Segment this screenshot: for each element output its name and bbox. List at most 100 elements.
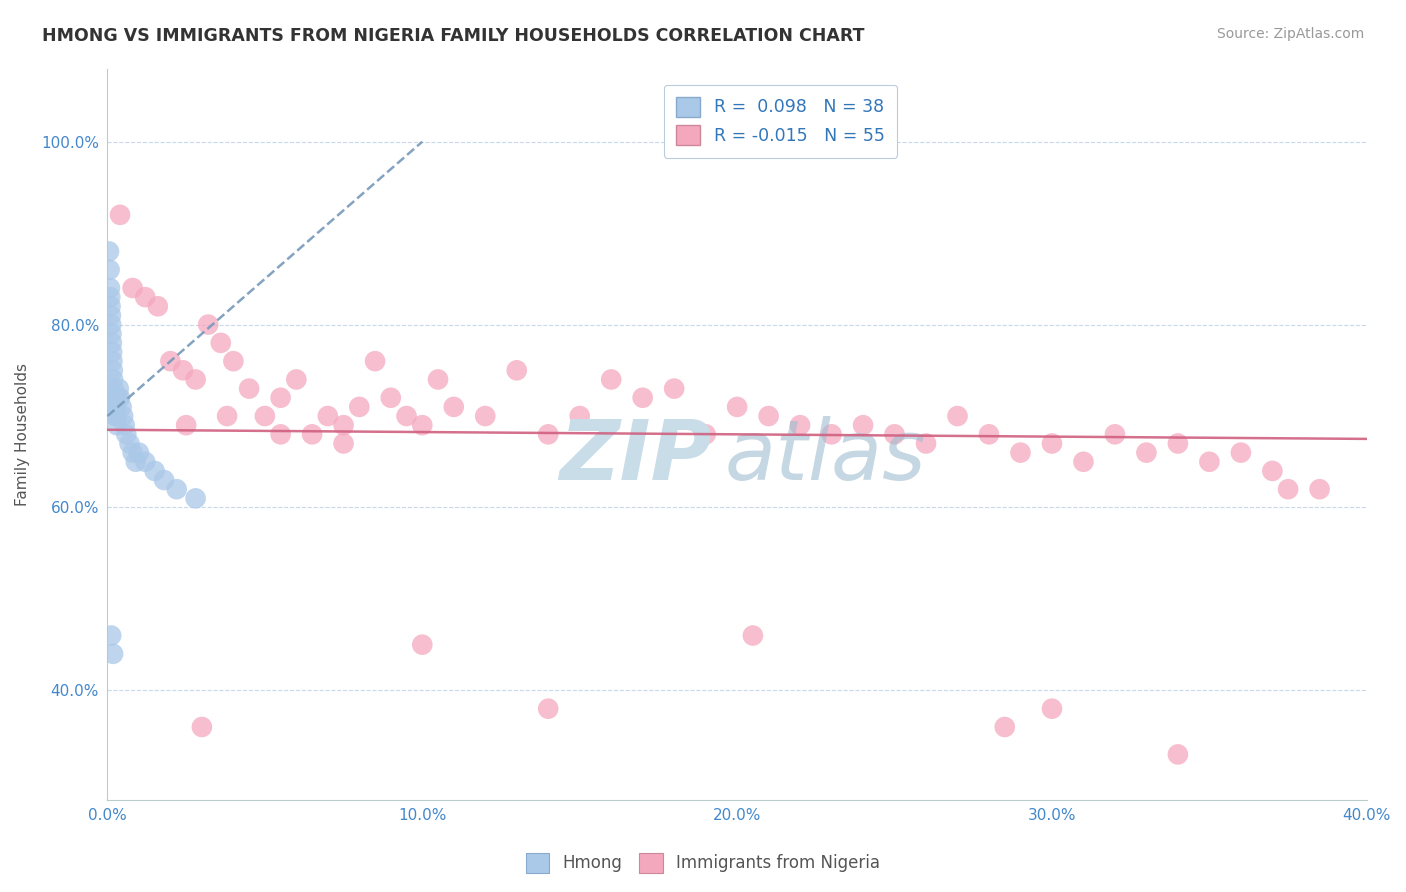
Point bbox=[537, 427, 560, 442]
Text: ZIP: ZIP bbox=[560, 416, 711, 497]
Point bbox=[506, 363, 529, 377]
Point bbox=[166, 482, 188, 496]
Point bbox=[1167, 436, 1189, 450]
Point bbox=[101, 345, 124, 359]
Point bbox=[474, 409, 496, 423]
Point bbox=[380, 391, 402, 405]
Text: HMONG VS IMMIGRANTS FROM NIGERIA FAMILY HOUSEHOLDS CORRELATION CHART: HMONG VS IMMIGRANTS FROM NIGERIA FAMILY … bbox=[42, 27, 865, 45]
Point bbox=[107, 382, 129, 396]
Point bbox=[631, 391, 654, 405]
Point bbox=[395, 409, 418, 423]
Point bbox=[184, 491, 207, 506]
Point bbox=[172, 363, 194, 377]
Text: Source: ZipAtlas.com: Source: ZipAtlas.com bbox=[1216, 27, 1364, 41]
Point bbox=[98, 281, 121, 295]
Legend: R =  0.098   N = 38, R = -0.015   N = 55: R = 0.098 N = 38, R = -0.015 N = 55 bbox=[664, 85, 897, 158]
Point bbox=[100, 299, 122, 313]
Point bbox=[101, 363, 124, 377]
Point bbox=[100, 318, 122, 332]
Point bbox=[568, 409, 591, 423]
Point bbox=[103, 391, 125, 405]
Point bbox=[695, 427, 717, 442]
Point bbox=[112, 409, 135, 423]
Point bbox=[125, 455, 148, 469]
Point bbox=[427, 372, 450, 386]
Point bbox=[301, 427, 323, 442]
Point bbox=[820, 427, 842, 442]
Point bbox=[1135, 445, 1157, 459]
Point bbox=[98, 290, 121, 304]
Point bbox=[197, 318, 219, 332]
Point bbox=[600, 372, 623, 386]
Point bbox=[883, 427, 905, 442]
Point bbox=[110, 400, 132, 414]
Point bbox=[364, 354, 387, 368]
Point bbox=[128, 445, 150, 459]
Point bbox=[725, 400, 748, 414]
Point bbox=[159, 354, 181, 368]
Point bbox=[222, 354, 245, 368]
Point bbox=[994, 720, 1017, 734]
Point bbox=[332, 418, 354, 433]
Point bbox=[1309, 482, 1331, 496]
Point bbox=[537, 701, 560, 715]
Point bbox=[103, 400, 125, 414]
Point bbox=[107, 391, 129, 405]
Point bbox=[134, 290, 156, 304]
Point bbox=[108, 391, 131, 405]
Point bbox=[662, 382, 685, 396]
Point bbox=[789, 418, 811, 433]
Point bbox=[270, 427, 292, 442]
Point bbox=[1040, 701, 1063, 715]
Point bbox=[98, 262, 121, 277]
Point bbox=[316, 409, 339, 423]
Point bbox=[174, 418, 197, 433]
Point bbox=[100, 326, 122, 341]
Point bbox=[104, 409, 127, 423]
Point bbox=[134, 455, 156, 469]
Y-axis label: Family Households: Family Households bbox=[15, 363, 30, 506]
Point bbox=[143, 464, 166, 478]
Point bbox=[100, 628, 122, 642]
Point bbox=[101, 354, 124, 368]
Point bbox=[1167, 747, 1189, 762]
Point bbox=[103, 382, 125, 396]
Point bbox=[411, 418, 433, 433]
Point bbox=[758, 409, 780, 423]
Point bbox=[1010, 445, 1032, 459]
Point bbox=[101, 372, 124, 386]
Point bbox=[101, 335, 124, 350]
Point bbox=[1073, 455, 1095, 469]
Point bbox=[270, 391, 292, 405]
Point bbox=[1104, 427, 1126, 442]
Legend: Hmong, Immigrants from Nigeria: Hmong, Immigrants from Nigeria bbox=[519, 847, 887, 880]
Point bbox=[1040, 436, 1063, 450]
Point bbox=[285, 372, 308, 386]
Point bbox=[191, 720, 214, 734]
Point bbox=[1230, 445, 1253, 459]
Point bbox=[915, 436, 938, 450]
Point bbox=[121, 445, 143, 459]
Point bbox=[1277, 482, 1299, 496]
Point bbox=[114, 418, 136, 433]
Point bbox=[411, 638, 433, 652]
Point bbox=[105, 409, 128, 423]
Point bbox=[238, 382, 260, 396]
Point bbox=[209, 335, 232, 350]
Point bbox=[118, 436, 141, 450]
Point bbox=[184, 372, 207, 386]
Point bbox=[104, 400, 127, 414]
Point bbox=[100, 309, 122, 323]
Text: atlas: atlas bbox=[724, 416, 927, 497]
Point bbox=[98, 244, 121, 259]
Point bbox=[253, 409, 276, 423]
Point bbox=[105, 418, 128, 433]
Point bbox=[121, 281, 143, 295]
Point bbox=[101, 647, 124, 661]
Point bbox=[108, 208, 131, 222]
Point bbox=[115, 427, 138, 442]
Point bbox=[1198, 455, 1220, 469]
Point bbox=[443, 400, 465, 414]
Point bbox=[146, 299, 169, 313]
Point bbox=[332, 436, 354, 450]
